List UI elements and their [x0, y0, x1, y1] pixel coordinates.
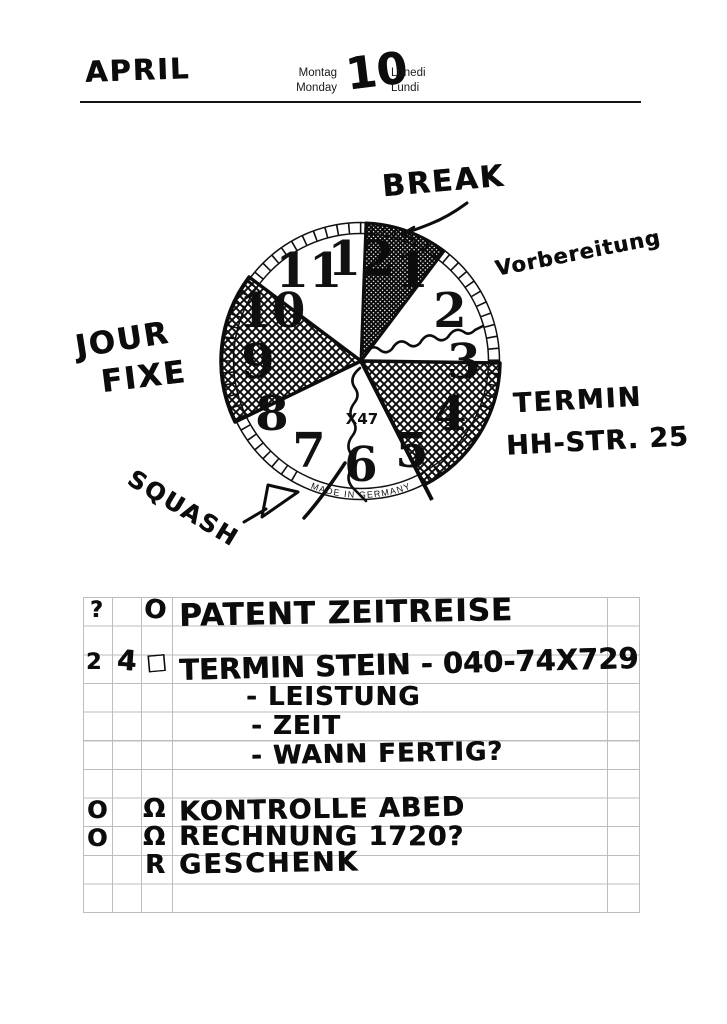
todo-priority: O	[87, 824, 108, 852]
todo-item-text: PATENT ZEITREISE	[178, 592, 514, 634]
todo-status: Ω	[143, 794, 166, 824]
todo-status: Ω	[143, 822, 166, 852]
squash-arrow	[242, 461, 347, 524]
table-vline-col3	[172, 597, 173, 913]
table-vline-right1	[607, 597, 608, 913]
weekday-de: Montag	[298, 67, 337, 79]
header-rule	[80, 101, 641, 103]
todo-sub-item: - WANN FERTIG?	[250, 736, 504, 772]
weekday-fr: Lundi	[391, 82, 420, 95]
sector-termin-edge-overshoot	[359, 360, 434, 501]
todo-status: R	[145, 850, 166, 880]
weekday-it: Lunedi	[391, 67, 426, 79]
made-in-window	[295, 472, 427, 500]
sector-jour-fixe	[219, 275, 363, 424]
todo-item-text: RECHNUNG 1720?	[179, 821, 465, 852]
table-vline-right2	[639, 597, 640, 913]
todo-priority: 2	[86, 650, 102, 675]
todo-priority: O	[87, 796, 108, 824]
todo-sub-item: - LEISTUNG	[246, 682, 421, 712]
todo-table: ? O PATENT ZEITREISE 2 4 □ TERMIN STEIN …	[83, 592, 640, 913]
todo-delegate: 4	[115, 643, 138, 678]
annotation-termin-line1: TERMIN	[512, 381, 643, 420]
weekday-en: Monday	[296, 82, 337, 95]
weekday-de-en: Montag Monday	[257, 66, 337, 96]
break-arrow	[400, 201, 469, 242]
todo-item-text: GESCHENK	[178, 846, 360, 881]
table-vline-col2	[141, 597, 142, 913]
todo-status: O	[142, 593, 168, 627]
weekday-it-fr: Lunedi Lundi	[391, 66, 426, 96]
sector-termin	[359, 359, 502, 487]
clock-numeral-7: 7	[292, 423, 325, 479]
clock-numeral-11: 11	[276, 243, 343, 299]
table-vline-left	[83, 597, 84, 913]
todo-item-text: TERMIN STEIN - 040-74X729	[178, 640, 639, 688]
wavy-line-down	[347, 366, 368, 503]
todo-status: □	[144, 649, 168, 676]
todo-priority: ?	[90, 598, 103, 623]
todo-sub-item: - ZEIT	[251, 711, 341, 741]
wavy-line-right	[361, 324, 485, 360]
table-vline-col1	[112, 597, 113, 913]
